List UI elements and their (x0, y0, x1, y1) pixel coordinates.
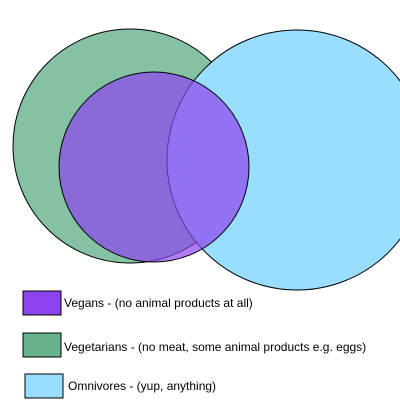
legend-item-vegetarians: Vegetarians - (no meat, some animal prod… (22, 332, 366, 358)
legend-label-vegetarians: Vegetarians - (no meat, some animal prod… (64, 340, 366, 354)
legend-swatch-vegans (22, 290, 62, 316)
legend-label-vegans: Vegans - (no animal products at all) (64, 296, 253, 310)
legend-label-omnivores: Omnivores - (yup, anything) (68, 379, 216, 393)
legend-swatch-omnivores (24, 373, 64, 399)
legend: Vegans - (no animal products at all) Veg… (22, 290, 366, 399)
legend-item-vegans: Vegans - (no animal products at all) (22, 290, 253, 316)
legend-swatch-vegetarians (22, 332, 62, 358)
legend-item-omnivores: Omnivores - (yup, anything) (24, 373, 216, 399)
vegans-circle (58, 71, 250, 263)
